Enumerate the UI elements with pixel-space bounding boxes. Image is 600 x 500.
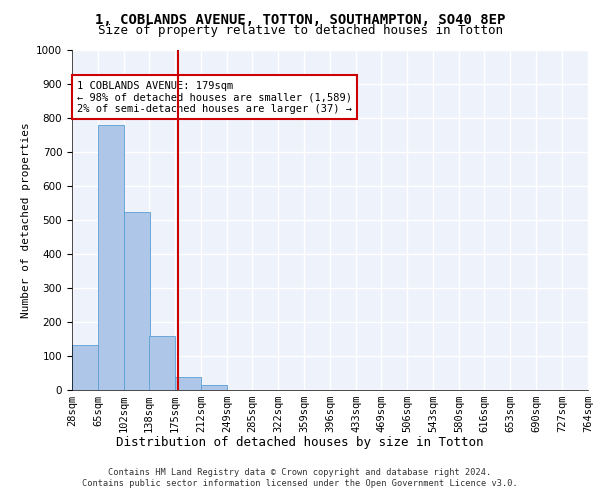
Text: Size of property relative to detached houses in Totton: Size of property relative to detached ho… (97, 24, 503, 37)
Bar (175, 378, 201, 390)
Text: 1, COBLANDS AVENUE, TOTTON, SOUTHAMPTON, SO40 8EP: 1, COBLANDS AVENUE, TOTTON, SOUTHAMPTON,… (95, 12, 505, 26)
Bar (72, 345, 98, 390)
Text: Contains HM Land Registry data © Crown copyright and database right 2024.
Contai: Contains HM Land Registry data © Crown c… (82, 468, 518, 487)
Text: 1 COBLANDS AVENUE: 179sqm
← 98% of detached houses are smaller (1,589)
2% of sem: 1 COBLANDS AVENUE: 179sqm ← 98% of detac… (77, 80, 352, 114)
Bar (98, 126, 124, 390)
Text: Distribution of detached houses by size in Totton: Distribution of detached houses by size … (116, 436, 484, 449)
Y-axis label: Number of detached properties: Number of detached properties (20, 122, 31, 318)
Bar (149, 336, 175, 390)
Bar (124, 212, 149, 390)
Bar (201, 385, 227, 390)
